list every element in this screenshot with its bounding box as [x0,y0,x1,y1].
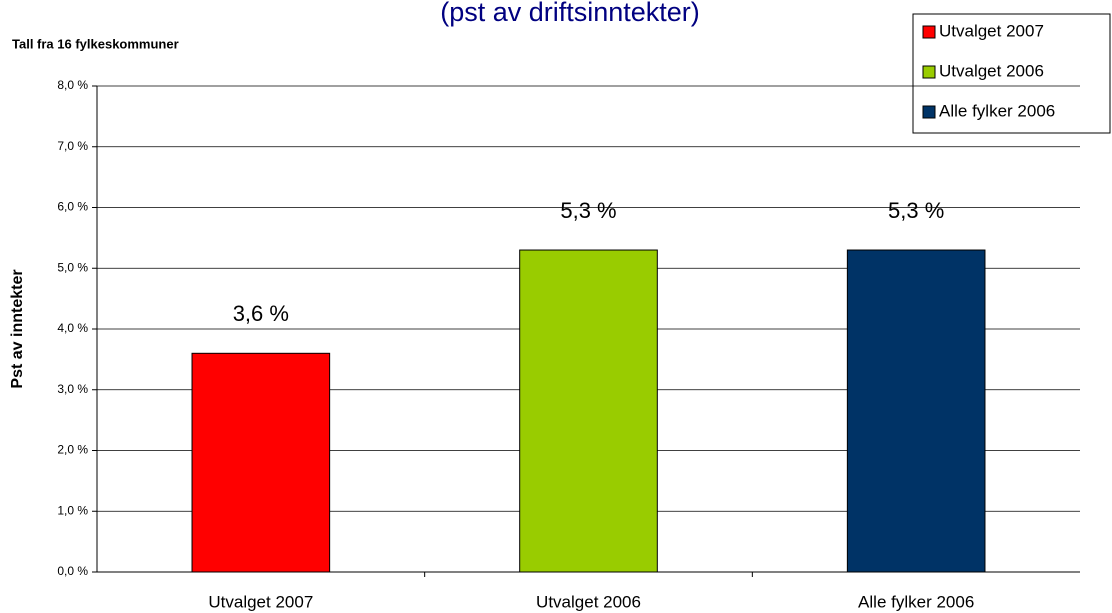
y-tick-label: 7,0 % [57,139,88,153]
y-tick-label: 0,0 % [57,564,88,578]
y-tick-label: 5,0 % [57,260,88,274]
data-label: 5,3 % [560,198,616,223]
chart-title: (pst av driftsinntekter) [440,0,700,27]
legend-swatch [922,65,936,79]
legend [912,13,1111,134]
legend-label: Utvalget 2007 [939,21,1044,40]
x-tick-label: Utvalget 2006 [536,592,641,611]
legend-swatch [922,25,936,39]
data-label: 5,3 % [888,198,944,223]
bar [846,249,986,573]
bar [519,249,658,573]
x-tick-label: Utvalget 2007 [208,592,313,611]
y-tick-label: 3,0 % [57,382,88,396]
legend-label: Alle fylker 2006 [939,101,1055,120]
data-label: 3,6 % [233,301,289,326]
y-tick-label: 6,0 % [57,200,88,214]
y-axis-label: Pst av inntekter [9,269,26,388]
y-tick-label: 2,0 % [57,443,88,457]
y-tick-label: 4,0 % [57,321,88,335]
legend-label: Utvalget 2006 [939,61,1044,80]
chart-subtitle: Tall fra 16 fylkeskommuner [12,36,179,51]
x-tick-label: Alle fylker 2006 [858,592,974,611]
legend-swatch [922,105,936,119]
y-tick-label: 1,0 % [57,503,88,517]
y-tick-label: 8,0 % [57,78,88,92]
bar [191,352,331,573]
